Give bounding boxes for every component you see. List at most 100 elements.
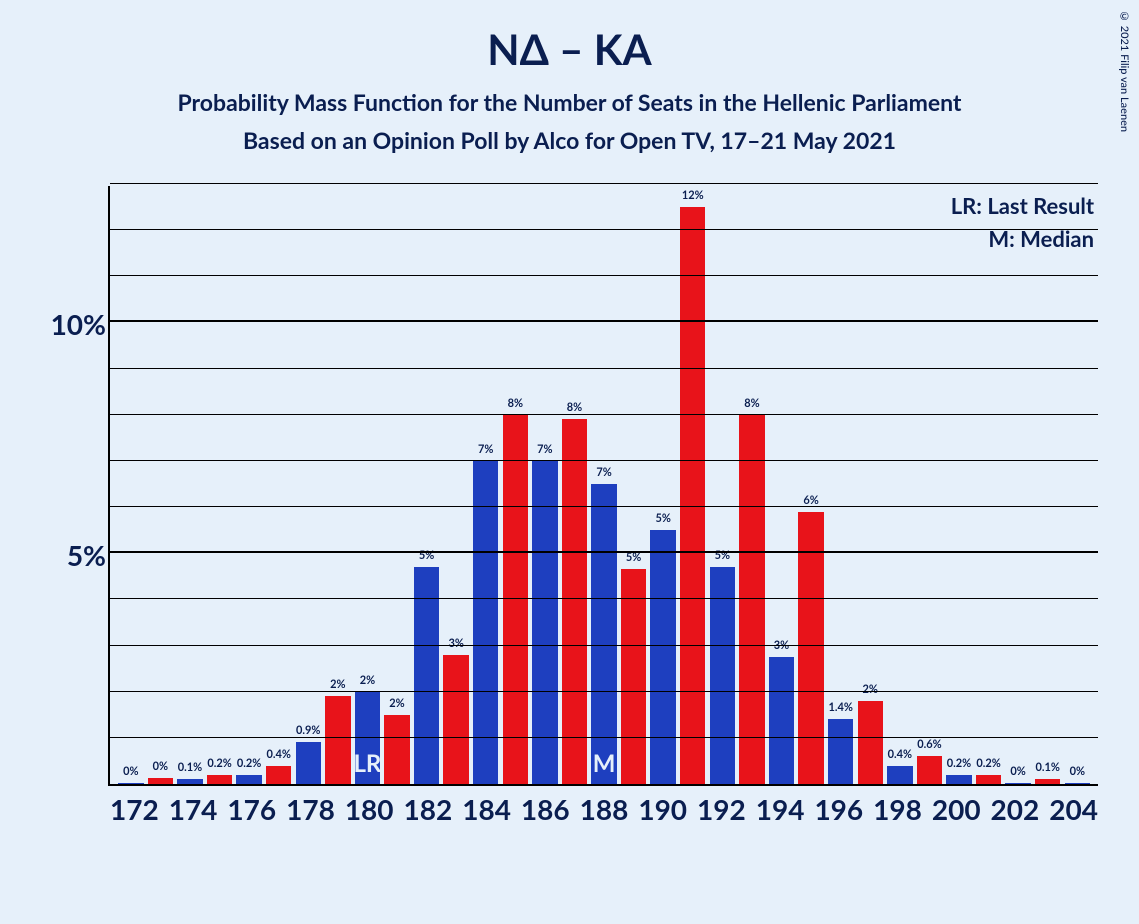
x-tick-slot: 186 — [525, 792, 574, 826]
bar: 2% — [384, 715, 409, 784]
bar: 0% — [1065, 783, 1090, 784]
gridline-minor — [110, 598, 1098, 599]
chart-title: ΝΔ – ΚΑ — [0, 24, 1139, 74]
gridline-major — [110, 320, 1098, 322]
x-tick-slot: 192 — [701, 792, 750, 826]
bar-value-label: 0.2% — [947, 757, 971, 770]
x-tick-slot: 176 — [231, 792, 280, 826]
x-tick-slot: 194 — [760, 792, 809, 826]
x-tick-label: 198 — [873, 792, 922, 826]
bar-value-label: 8% — [508, 397, 523, 410]
bar-value-label: 0.1% — [178, 761, 202, 774]
bar-value-label: 0.9% — [296, 724, 320, 737]
x-tick-slot: 180 — [349, 792, 398, 826]
x-tick-slot: 196 — [818, 792, 867, 826]
bar-value-label: 3% — [448, 637, 463, 650]
x-tick-label: 178 — [286, 792, 335, 826]
x-tick-label: 196 — [814, 792, 863, 826]
bar: 8% — [562, 419, 587, 784]
copyright-text: © 2021 Filip van Laenen — [1118, 10, 1131, 132]
bar-value-label: 0.6% — [917, 738, 941, 751]
x-tick-slot: 200 — [936, 792, 985, 826]
x-tick-slot: 188 — [584, 792, 633, 826]
x-tick-label: 174 — [169, 792, 218, 826]
bar: 0.4% — [266, 766, 291, 784]
bar: 0% — [118, 783, 143, 784]
gridline-major — [110, 551, 1098, 553]
bar: 0.2% — [236, 775, 261, 784]
bar-value-label: 0% — [123, 765, 138, 778]
bar: 2% — [858, 701, 883, 784]
bar: 0% — [148, 778, 173, 784]
bar-value-label: 0% — [153, 760, 168, 773]
bar-value-label: 0.2% — [976, 757, 1000, 770]
x-axis-ticks: 1721741761781801821841861881901921941961… — [108, 792, 1108, 826]
bar: 0.1% — [1035, 779, 1060, 784]
x-tick-label: 172 — [110, 792, 159, 826]
bar-value-label: 2% — [389, 697, 404, 710]
bar-value-label: 6% — [803, 494, 818, 507]
bar: 7% — [532, 461, 557, 784]
bar: 5% — [710, 567, 735, 784]
bar-value-label: 3% — [774, 639, 789, 652]
bar-value-label: 2% — [360, 674, 375, 687]
bar: 7% — [473, 461, 498, 784]
chart-subtitle-1: Probability Mass Function for the Number… — [0, 88, 1139, 116]
bar: 0.1% — [177, 779, 202, 784]
gridline-minor — [110, 737, 1098, 738]
x-tick-label: 180 — [345, 792, 394, 826]
bar: 12% — [680, 207, 705, 784]
y-tick-label: 5% — [67, 538, 106, 572]
gridline-minor — [110, 691, 1098, 692]
x-tick-slot: 190 — [642, 792, 691, 826]
bar-value-label: 0.2% — [207, 757, 231, 770]
bar: 0.2% — [976, 775, 1001, 784]
bar: 3% — [769, 657, 794, 784]
bar-value-label: 7% — [478, 443, 493, 456]
bar: 5% — [650, 530, 675, 784]
x-tick-slot: 172 — [114, 792, 163, 826]
plot-region: 0%0%0.1%0.2%0.2%0.4%0.9%2%2%LR2%5%3%7%8%… — [108, 186, 1098, 786]
gridline-minor — [110, 506, 1098, 507]
bar-value-label: 0.4% — [266, 748, 290, 761]
x-tick-label: 194 — [756, 792, 805, 826]
chart-subtitle-2: Based on an Opinion Poll by Alco for Ope… — [0, 126, 1139, 154]
bar-value-label: 2% — [330, 678, 345, 691]
bar-value-label: 7% — [537, 443, 552, 456]
gridline-minor — [110, 460, 1098, 461]
y-tick-label: 10% — [51, 307, 106, 341]
bar: 8% — [739, 415, 764, 784]
gridline-minor — [110, 368, 1098, 369]
x-tick-slot: 202 — [995, 792, 1044, 826]
x-tick-slot: 174 — [173, 792, 222, 826]
bar-value-label: 0.4% — [888, 748, 912, 761]
bar-value-label: 0% — [1070, 765, 1085, 778]
bar-value-label: 1.4% — [828, 701, 852, 714]
gridline-minor — [110, 275, 1098, 276]
x-tick-slot: 178 — [290, 792, 339, 826]
bar: 0.4% — [887, 766, 912, 784]
gridline-minor — [110, 229, 1098, 230]
x-tick-slot: 204 — [1053, 792, 1102, 826]
bar: 3% — [443, 655, 468, 784]
x-tick-label: 204 — [1049, 792, 1098, 826]
bar: 7%M — [591, 484, 616, 784]
chart-area: LR: Last Result M: Median 0%0%0.1%0.2%0.… — [108, 186, 1108, 826]
bar: 0.2% — [946, 775, 971, 784]
x-tick-slot: 182 — [408, 792, 457, 826]
bar-value-label: 5% — [626, 551, 641, 564]
bar-value-label: 8% — [567, 401, 582, 414]
x-tick-slot: 198 — [877, 792, 926, 826]
bar-marker: M — [593, 749, 616, 778]
gridline-minor — [110, 183, 1098, 184]
x-tick-label: 188 — [580, 792, 629, 826]
gridline-minor — [110, 414, 1098, 415]
bar: 2% — [325, 696, 350, 784]
x-tick-label: 184 — [462, 792, 511, 826]
bar-value-label: 8% — [744, 397, 759, 410]
bar: 5% — [621, 569, 646, 784]
x-tick-label: 182 — [404, 792, 453, 826]
bar-value-label: 0.1% — [1036, 761, 1060, 774]
x-tick-label: 186 — [521, 792, 570, 826]
gridline-minor — [110, 645, 1098, 646]
